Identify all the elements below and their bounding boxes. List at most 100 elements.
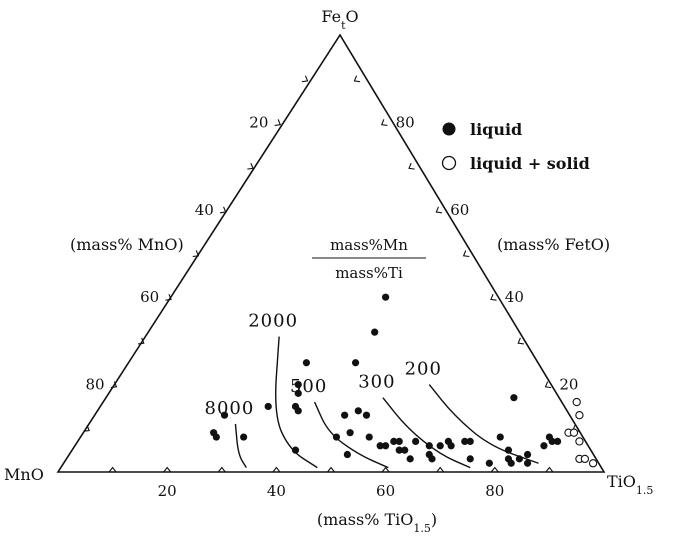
liquid-point — [510, 394, 518, 402]
bottom-tick — [163, 466, 172, 473]
liquid-point — [395, 437, 403, 446]
vertex-top-label: FetO — [321, 7, 358, 32]
bottom-tick — [436, 466, 445, 473]
bottom-edge-title: (mass% TiO1.5) — [317, 510, 437, 535]
liquid-solid-point — [580, 454, 590, 464]
left-tick-label: 40 — [195, 201, 214, 219]
right-tick-label: 60 — [450, 201, 469, 219]
liquid-point — [365, 433, 373, 441]
liquid-solid-point — [572, 397, 581, 407]
legend: liquid liquid + solid — [441, 120, 590, 173]
bottom-tick-label: 60 — [376, 482, 395, 500]
bottom-tick — [490, 466, 499, 473]
ternary-frame — [56, 33, 606, 473]
contour-label-8000: 8000 — [205, 398, 255, 419]
liquid-point — [376, 442, 384, 450]
data-points — [210, 293, 598, 468]
right-edge-title: (mass% FetO) — [497, 235, 610, 254]
left-tick — [83, 425, 90, 432]
liquid-point — [351, 359, 360, 367]
right-tick — [408, 162, 415, 170]
legend-liquid-marker — [442, 122, 456, 136]
left-tick — [165, 293, 172, 301]
contour-300 — [382, 397, 471, 469]
right-tick — [353, 75, 361, 83]
left-edge-title: (mass% MnO) — [70, 235, 184, 254]
liquid-point — [294, 389, 302, 397]
vertex-right-label: TiO1.5 — [607, 472, 653, 497]
liquid-point — [504, 446, 513, 454]
liquid-point — [447, 442, 455, 450]
right-tick — [517, 337, 524, 345]
bottom-tick — [108, 466, 117, 473]
liquid-point — [401, 446, 409, 454]
liquid-point — [485, 459, 493, 467]
bottom-tick-label: 40 — [267, 482, 286, 500]
liquid-point — [346, 429, 354, 437]
liquid-point — [390, 437, 398, 446]
liquid-point — [240, 433, 248, 441]
right-tick-label: 20 — [559, 376, 578, 394]
liquid-point — [291, 446, 300, 454]
liquid-point — [428, 455, 436, 463]
liquid-point — [496, 433, 504, 441]
liquid-solid-point — [575, 437, 584, 446]
liquid-point — [371, 328, 379, 336]
liquid-point — [354, 407, 362, 415]
left-tick-label: 20 — [249, 113, 268, 131]
ratio-numerator: mass%Mn — [330, 236, 408, 254]
bottom-tick — [272, 466, 281, 473]
left-tick — [138, 337, 145, 345]
liquid-point — [212, 433, 220, 441]
liquid-point — [466, 455, 474, 463]
left-tick — [219, 206, 227, 214]
tick-marks — [83, 75, 579, 473]
liquid-solid-point — [569, 428, 579, 437]
liquid-point — [507, 459, 515, 467]
right-tick — [435, 206, 443, 214]
liquid-solid-point — [575, 411, 584, 420]
left-tick-label: 60 — [140, 288, 159, 306]
liquid-point — [553, 437, 562, 446]
right-tick-label: 80 — [396, 113, 415, 131]
liquid-point — [406, 455, 414, 463]
liquid-point — [302, 359, 311, 367]
liquid-point — [294, 407, 302, 415]
liquid-point — [548, 437, 556, 446]
left-tick — [301, 75, 309, 83]
liquid-point — [343, 450, 351, 459]
right-tick-label: 40 — [505, 288, 524, 306]
contour-label-200: 200 — [405, 359, 442, 380]
liquid-point — [220, 411, 229, 419]
liquid-point — [461, 437, 469, 446]
contour-8000 — [234, 423, 247, 469]
liquid-point — [382, 293, 390, 301]
liquid-point — [540, 442, 548, 450]
bottom-tick — [381, 466, 390, 473]
liquid-point — [523, 459, 532, 467]
contour-500 — [313, 401, 389, 469]
contour-label-2000: 2000 — [248, 311, 298, 332]
left-tick — [110, 381, 118, 389]
ratio-denominator: mass%Ti — [335, 264, 403, 282]
liquid-point — [466, 437, 474, 446]
bottom-tick — [545, 466, 554, 473]
left-tick — [247, 162, 254, 170]
left-tick-label: 80 — [86, 376, 105, 394]
bottom-tick — [327, 466, 335, 473]
right-tick — [544, 381, 552, 389]
liquid-point — [523, 450, 532, 459]
liquid-point — [425, 442, 433, 450]
liquid-point — [412, 437, 420, 446]
liquid-point — [395, 446, 403, 454]
liquid-point — [341, 411, 349, 419]
right-tick — [380, 119, 388, 126]
tick-labels: 20 40 60 80 80 60 40 20 80 60 40 20 — [86, 113, 579, 500]
liquid-point — [515, 455, 523, 463]
left-tick — [192, 250, 200, 258]
liquid-point — [294, 381, 302, 389]
right-tick — [490, 293, 497, 301]
bottom-tick-label: 20 — [158, 482, 177, 500]
